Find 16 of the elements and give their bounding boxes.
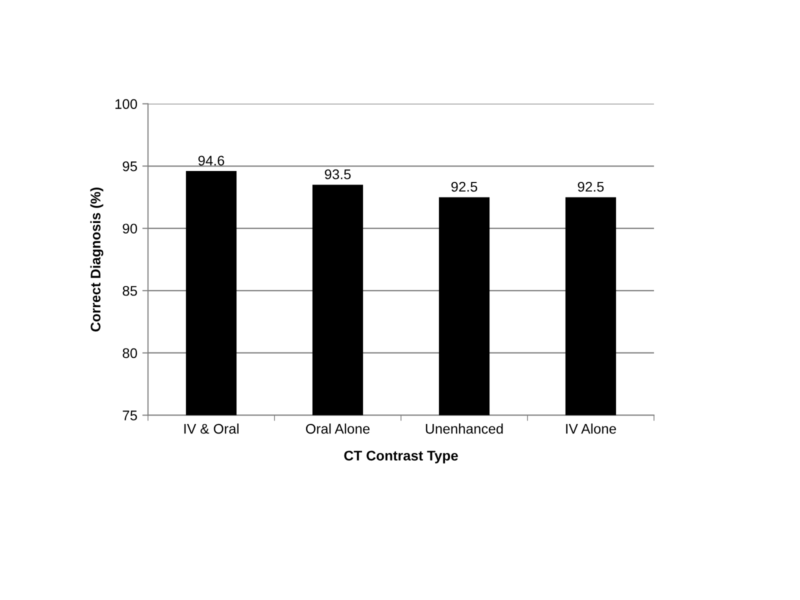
data-label: 92.5 [578, 182, 604, 192]
y-tick-label: 80 [122, 348, 138, 358]
data-label: 92.5 [451, 182, 478, 192]
data-label: 94.6 [198, 156, 224, 166]
x-tick-label: Unenhanced [426, 424, 503, 434]
data-label: 93.5 [324, 169, 351, 180]
y-tick-label: 100 [115, 99, 138, 109]
y-tick-label: 85 [122, 286, 138, 296]
y-tick-label: 90 [122, 224, 138, 234]
x-tick-label: IV Alone [566, 424, 616, 434]
y-tick-label: 75 [122, 410, 138, 420]
x-axis-title: CT Contrast Type [344, 450, 458, 464]
y-tick-label: 95 [122, 161, 138, 172]
x-tick-label: Oral Alone [306, 424, 370, 434]
y-axis-title: Correct Diagnosis (%) [90, 188, 104, 332]
x-tick-label: IV & Oral [184, 424, 238, 434]
